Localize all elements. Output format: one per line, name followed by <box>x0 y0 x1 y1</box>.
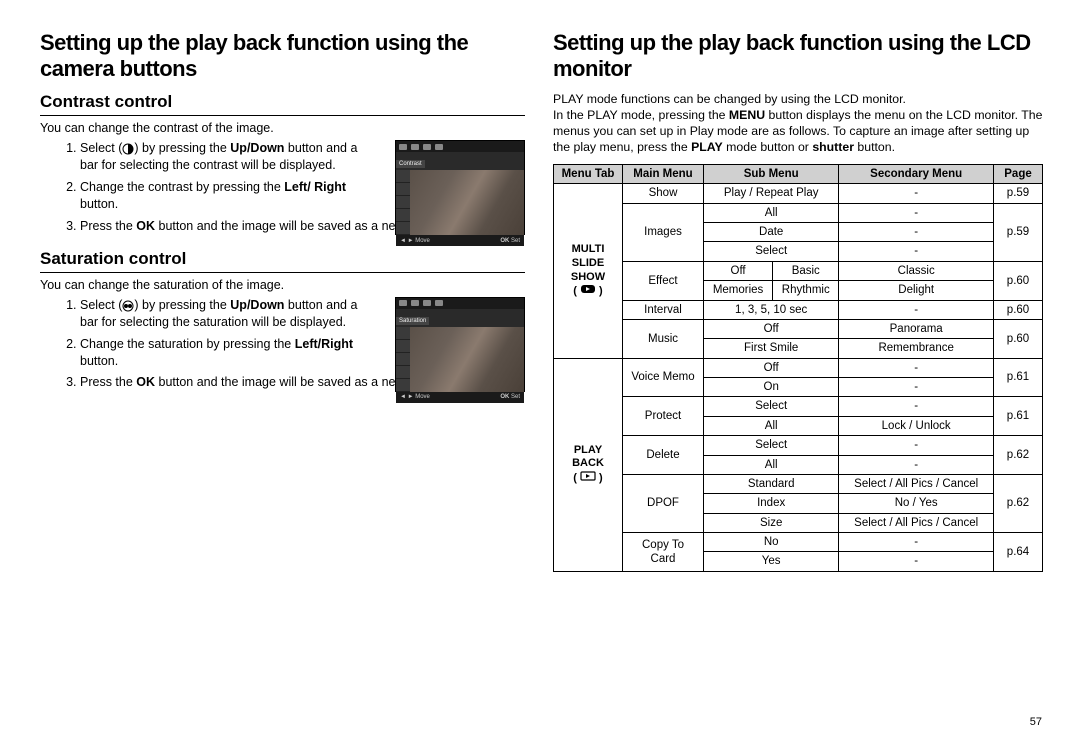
table-cell: p.62 <box>994 474 1043 532</box>
table-cell: Date <box>704 223 839 242</box>
table-cell: All <box>704 455 839 474</box>
table-cell: Off <box>704 358 839 377</box>
table-cell: - <box>839 455 994 474</box>
left-column: Setting up the play back function using … <box>40 30 525 572</box>
table-header: Main Menu <box>623 164 704 183</box>
table-cell: First Smile <box>704 339 839 358</box>
table-cell: 1, 3, 5, 10 sec <box>704 300 839 319</box>
table-cell: p.60 <box>994 300 1043 319</box>
table-cell: Memories <box>704 281 773 300</box>
table-cell: Lock / Unlock <box>839 416 994 435</box>
list-item: Change the saturation by pressing the Le… <box>80 336 376 370</box>
table-cell: All <box>704 416 839 435</box>
table-cell: - <box>839 533 994 552</box>
table-cell: On <box>704 378 839 397</box>
table-cell: Show <box>623 184 704 203</box>
table-cell: All <box>704 203 839 222</box>
table-cell: Off <box>704 261 773 280</box>
table-header: Secondary Menu <box>839 164 994 183</box>
menu-tab-play-back: PLAYBACK( ) <box>554 358 623 571</box>
saturation-heading: Saturation control <box>40 249 525 273</box>
table-cell: Remembrance <box>839 339 994 358</box>
table-cell: p.59 <box>994 203 1043 261</box>
table-header: Menu Tab <box>554 164 623 183</box>
table-cell: Panorama <box>839 319 994 338</box>
table-cell: Effect <box>623 261 704 300</box>
table-cell: p.60 <box>994 319 1043 358</box>
list-item: Select () by pressing the Up/Down button… <box>80 297 376 331</box>
table-cell: p.61 <box>994 397 1043 436</box>
table-cell: - <box>839 242 994 261</box>
saturation-intro: You can change the saturation of the ima… <box>40 277 525 293</box>
right-title: Setting up the play back function using … <box>553 30 1043 82</box>
table-cell: Voice Memo <box>623 358 704 397</box>
table-cell: - <box>839 184 994 203</box>
table-cell: - <box>839 203 994 222</box>
contrast-block: Contrast ◄ ► Move OK Set Select () by pr… <box>40 140 525 234</box>
saturation-thumbnail: Saturation ◄ ► Move OK Set <box>395 297 525 392</box>
table-cell: No <box>704 533 839 552</box>
table-cell: - <box>839 300 994 319</box>
table-header: Page <box>994 164 1043 183</box>
table-cell: Off <box>704 319 839 338</box>
contrast-intro: You can change the contrast of the image… <box>40 120 525 136</box>
table-cell: p.60 <box>994 261 1043 300</box>
table-cell: - <box>839 358 994 377</box>
table-cell: DPOF <box>623 474 704 532</box>
slideshow-icon <box>580 284 596 294</box>
table-cell: Images <box>623 203 704 261</box>
table-cell: p.61 <box>994 358 1043 397</box>
page-number: 57 <box>1030 716 1042 728</box>
right-column: Setting up the play back function using … <box>553 30 1043 572</box>
table-cell: Delete <box>623 436 704 475</box>
table-cell: Protect <box>623 397 704 436</box>
table-cell: Play / Repeat Play <box>704 184 839 203</box>
table-cell: Select <box>704 242 839 261</box>
table-cell: Select <box>704 436 839 455</box>
table-cell: p.59 <box>994 184 1043 203</box>
table-cell: Standard <box>704 474 839 493</box>
table-cell: Classic <box>839 261 994 280</box>
table-cell: - <box>839 223 994 242</box>
table-cell: Index <box>704 494 839 513</box>
menu-tab-multi-slide-show: MULTISLIDESHOW( ) <box>554 184 623 358</box>
table-cell: Rhythmic <box>773 281 839 300</box>
table-cell: Size <box>704 513 839 532</box>
list-item: Select () by pressing the Up/Down button… <box>80 140 376 174</box>
contrast-thumbnail: Contrast ◄ ► Move OK Set <box>395 140 525 235</box>
contrast-heading: Contrast control <box>40 92 525 116</box>
playback-icon <box>580 471 596 481</box>
contrast-icon <box>122 143 134 155</box>
table-header: Sub Menu <box>704 164 839 183</box>
table-cell: No / Yes <box>839 494 994 513</box>
menu-table: Menu TabMain MenuSub MenuSecondary MenuP… <box>553 164 1043 572</box>
table-cell: p.62 <box>994 436 1043 475</box>
table-cell: - <box>839 397 994 416</box>
saturation-icon <box>122 300 134 312</box>
table-cell: Basic <box>773 261 839 280</box>
table-cell: Select <box>704 397 839 416</box>
table-cell: Delight <box>839 281 994 300</box>
table-cell: Music <box>623 319 704 358</box>
left-title: Setting up the play back function using … <box>40 30 525 82</box>
table-cell: - <box>839 436 994 455</box>
table-cell: Select / All Pics / Cancel <box>839 474 994 493</box>
table-cell: Interval <box>623 300 704 319</box>
saturation-block: Saturation ◄ ► Move OK Set Select () by … <box>40 297 525 391</box>
table-cell: - <box>839 552 994 571</box>
right-description: PLAY mode functions can be changed by us… <box>553 92 1043 156</box>
table-cell: Yes <box>704 552 839 571</box>
list-item: Change the contrast by pressing the Left… <box>80 179 376 213</box>
table-cell: p.64 <box>994 533 1043 572</box>
table-cell: - <box>839 378 994 397</box>
table-cell: Select / All Pics / Cancel <box>839 513 994 532</box>
table-cell: Copy ToCard <box>623 533 704 572</box>
